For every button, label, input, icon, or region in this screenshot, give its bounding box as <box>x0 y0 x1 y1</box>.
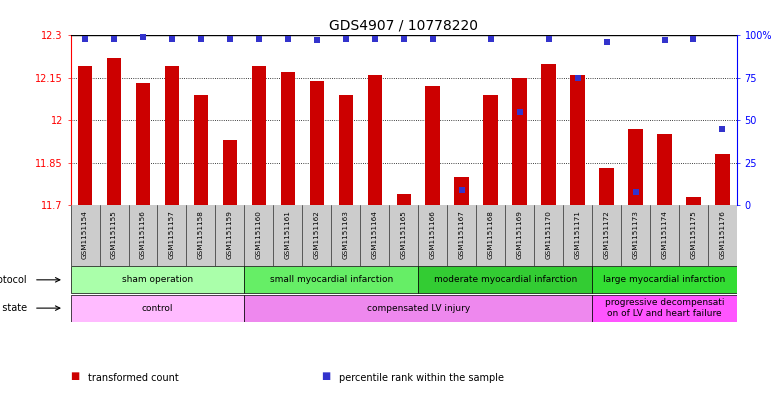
Text: GSM1151174: GSM1151174 <box>662 210 667 259</box>
Bar <box>657 134 672 205</box>
Text: GSM1151162: GSM1151162 <box>314 210 320 259</box>
Text: compensated LV injury: compensated LV injury <box>367 304 470 312</box>
Text: GSM1151170: GSM1151170 <box>546 210 552 259</box>
Bar <box>107 58 122 205</box>
Bar <box>194 95 209 205</box>
Bar <box>310 81 324 205</box>
Text: GSM1151171: GSM1151171 <box>575 210 581 259</box>
Text: ■: ■ <box>321 371 331 381</box>
Bar <box>368 75 382 205</box>
Bar <box>513 78 527 205</box>
Bar <box>599 168 614 205</box>
Text: GSM1151158: GSM1151158 <box>198 210 204 259</box>
Text: GSM1151167: GSM1151167 <box>459 210 465 259</box>
Text: GSM1151168: GSM1151168 <box>488 210 494 259</box>
Text: GSM1151156: GSM1151156 <box>140 210 146 259</box>
Bar <box>245 294 592 322</box>
Text: GSM1151169: GSM1151169 <box>517 210 523 259</box>
Text: GSM1151172: GSM1151172 <box>604 210 610 259</box>
Text: GSM1151155: GSM1151155 <box>111 210 117 259</box>
Bar <box>570 75 585 205</box>
Bar <box>78 66 93 205</box>
Text: GSM1151154: GSM1151154 <box>82 210 88 259</box>
Text: small myocardial infarction: small myocardial infarction <box>270 275 393 284</box>
Bar <box>397 194 411 205</box>
Bar <box>245 266 418 294</box>
Bar <box>252 66 266 205</box>
Bar <box>71 266 245 294</box>
Bar <box>715 154 730 205</box>
Bar <box>418 266 592 294</box>
Text: progressive decompensati
on of LV and heart failure: progressive decompensati on of LV and he… <box>604 298 724 318</box>
Bar <box>71 294 245 322</box>
Text: transformed count: transformed count <box>88 373 179 383</box>
Title: GDS4907 / 10778220: GDS4907 / 10778220 <box>329 19 478 33</box>
Text: GSM1151157: GSM1151157 <box>169 210 175 259</box>
Text: GSM1151175: GSM1151175 <box>691 210 696 259</box>
Bar <box>484 95 498 205</box>
Text: GSM1151161: GSM1151161 <box>285 210 291 259</box>
Text: GSM1151160: GSM1151160 <box>256 210 262 259</box>
Bar <box>686 196 701 205</box>
Text: GSM1151159: GSM1151159 <box>227 210 233 259</box>
Bar <box>542 64 556 205</box>
Text: disease state: disease state <box>0 303 27 313</box>
Bar <box>136 83 151 205</box>
Text: GSM1151166: GSM1151166 <box>430 210 436 259</box>
Bar <box>339 95 353 205</box>
Text: control: control <box>142 304 173 312</box>
Text: GSM1151173: GSM1151173 <box>633 210 638 259</box>
Text: moderate myocardial infarction: moderate myocardial infarction <box>434 275 577 284</box>
Bar <box>223 140 237 205</box>
Bar <box>592 294 737 322</box>
Bar <box>426 86 440 205</box>
Text: GSM1151176: GSM1151176 <box>720 210 725 259</box>
Bar <box>281 72 295 205</box>
Text: sham operation: sham operation <box>122 275 193 284</box>
Text: GSM1151164: GSM1151164 <box>372 210 378 259</box>
Text: ■: ■ <box>71 371 80 381</box>
Text: GSM1151163: GSM1151163 <box>343 210 349 259</box>
Text: large myocardial infarction: large myocardial infarction <box>604 275 726 284</box>
Bar <box>628 129 643 205</box>
Text: GSM1151165: GSM1151165 <box>401 210 407 259</box>
Text: percentile rank within the sample: percentile rank within the sample <box>339 373 503 383</box>
Bar <box>165 66 180 205</box>
Bar <box>455 177 469 205</box>
Bar <box>592 266 737 294</box>
Text: protocol: protocol <box>0 275 27 285</box>
